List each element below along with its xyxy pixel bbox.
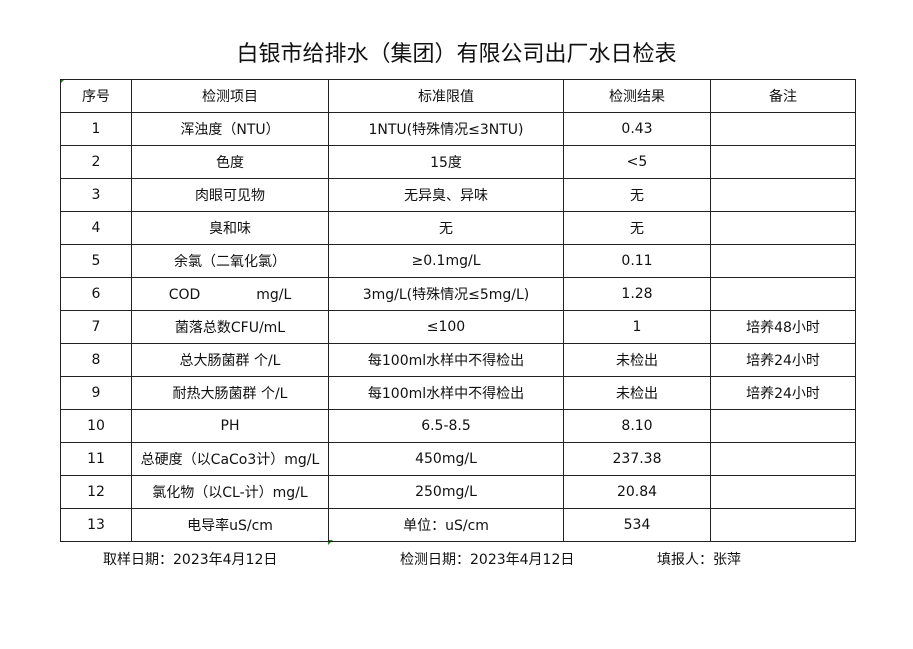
table-cell: 氯化物（以CL-计）mg/L <box>131 475 329 509</box>
table-cell: 余氯（二氧化氯） <box>131 244 329 278</box>
table-cell: PH <box>131 409 329 443</box>
table-row: 7 菌落总数CFU/mL ≤100 1 培养48小时 <box>60 310 856 344</box>
table-cell <box>710 211 856 245</box>
table-cell: 0.11 <box>563 244 711 278</box>
table-row: 9 耐热大肠菌群 个/L 每100ml水样中不得检出 未检出 培养24小时 <box>60 376 856 410</box>
sampling-date: 取样日期：2023年4月12日 <box>103 552 278 568</box>
table-row: 12 氯化物（以CL-计）mg/L 250mg/L 20.84 <box>60 475 856 509</box>
table-row: 11 总硬度（以CaCo3计）mg/L 450mg/L 237.38 <box>60 442 856 476</box>
table-cell: 8 <box>60 343 132 377</box>
table-row: 1 浑浊度（NTU） 1NTU(特殊情况≤3NTU) 0.43 <box>60 112 856 146</box>
table-row: 8 总大肠菌群 个/L 每100ml水样中不得检出 未检出 培养24小时 <box>60 343 856 377</box>
table-cell: 色度 <box>131 145 329 179</box>
table-cell: 6.5-8.5 <box>328 409 564 443</box>
table-cell: 肉眼可见物 <box>131 178 329 212</box>
table-cell: 总硬度（以CaCo3计）mg/L <box>131 442 329 476</box>
inspection-table: 序号 检测项目 标准限值 检测结果 备注 1 浑浊度（NTU） 1NTU(特殊情况≤3NTU… <box>60 79 856 542</box>
table-cell: 4 <box>60 211 132 245</box>
table-cell: 耐热大肠菌群 个/L <box>131 376 329 410</box>
table-cell: 单位：uS/cm <box>328 508 564 542</box>
column-header: 检测结果 <box>563 79 711 113</box>
table-cell: 未检出 <box>563 343 711 377</box>
table-cell: ≤100 <box>328 310 564 344</box>
table-cell: 8.10 <box>563 409 711 443</box>
table-row: 3 肉眼可见物 无异臭、异味无 <box>60 178 856 212</box>
table-cell: 13 <box>60 508 132 542</box>
table-header-row: 序号 检测项目 标准限值 检测结果 备注 <box>60 79 856 113</box>
table-cell: 培养24小时 <box>710 376 856 410</box>
table-row: 2 色度 15度 <5 <box>60 145 856 179</box>
table-cell: 每100ml水样中不得检出 <box>328 376 564 410</box>
table-cell: 1.28 <box>563 277 711 311</box>
table-cell: 培养24小时 <box>710 343 856 377</box>
table-cell: 未检出 <box>563 376 711 410</box>
table-cell: 12 <box>60 475 132 509</box>
cell-marker <box>328 540 333 545</box>
reporter: 填报人：张萍 <box>657 552 741 568</box>
test-date: 检测日期：2023年4月12日 <box>400 552 575 568</box>
table-cell: COD mg/L <box>131 277 329 311</box>
table-cell: 450mg/L <box>328 442 564 476</box>
table-cell: 1 <box>563 310 711 344</box>
column-header: 标准限值 <box>328 79 564 113</box>
table-cell: 11 <box>60 442 132 476</box>
table-cell: 无 <box>328 211 564 245</box>
table-cell <box>710 409 856 443</box>
table-row: 5 余氯（二氧化氯） ≥0.1mg/L 0.11 <box>60 244 856 278</box>
column-header: 备注 <box>710 79 856 113</box>
table-cell: 无异臭、异味 <box>328 178 564 212</box>
table-cell: 培养48小时 <box>710 310 856 344</box>
table-cell: 无 <box>563 178 711 212</box>
table-cell: 250mg/L <box>328 475 564 509</box>
table-cell <box>710 508 856 542</box>
table-row: 4 臭和味无无 <box>60 211 856 245</box>
table-cell: 每100ml水样中不得检出 <box>328 343 564 377</box>
table-row: 6 COD mg/L 3mg/L(特殊情况≤5mg/L) 1.28 <box>60 277 856 311</box>
table-cell <box>710 277 856 311</box>
table-cell: 电导率uS/cm <box>131 508 329 542</box>
table-cell <box>710 178 856 212</box>
table-cell <box>710 112 856 146</box>
table-cell: 浑浊度（NTU） <box>131 112 329 146</box>
table-cell <box>710 475 856 509</box>
table-cell: 1NTU(特殊情况≤3NTU) <box>328 112 564 146</box>
table-row: 13 电导率uS/cm 单位：uS/cm 534 <box>60 508 856 542</box>
table-cell: 20.84 <box>563 475 711 509</box>
table-cell: 0.43 <box>563 112 711 146</box>
table-cell: 菌落总数CFU/mL <box>131 310 329 344</box>
table-cell: 10 <box>60 409 132 443</box>
table-cell: ≥0.1mg/L <box>328 244 564 278</box>
table-cell: 臭和味 <box>131 211 329 245</box>
table-row: 10 PH 6.5-8.5 8.10 <box>60 409 856 443</box>
table-cell: 无 <box>563 211 711 245</box>
table-cell: <5 <box>563 145 711 179</box>
table-cell: 7 <box>60 310 132 344</box>
table-cell <box>710 442 856 476</box>
table-cell <box>710 145 856 179</box>
page-title: 白银市给排水（集团）有限公司出厂水日检表 <box>236 42 677 67</box>
table-cell: 237.38 <box>563 442 711 476</box>
table-cell: 534 <box>563 508 711 542</box>
table-cell: 15度 <box>328 145 564 179</box>
table-cell: 5 <box>60 244 132 278</box>
table-cell: 6 <box>60 277 132 311</box>
column-header: 序号 <box>60 79 132 113</box>
table-cell: 9 <box>60 376 132 410</box>
table-cell: 3 <box>60 178 132 212</box>
table-cell: 总大肠菌群 个/L <box>131 343 329 377</box>
table-cell: 2 <box>60 145 132 179</box>
table-cell <box>710 244 856 278</box>
table-cell: 3mg/L(特殊情况≤5mg/L) <box>328 277 564 311</box>
column-header: 检测项目 <box>131 79 329 113</box>
table-cell: 1 <box>60 112 132 146</box>
